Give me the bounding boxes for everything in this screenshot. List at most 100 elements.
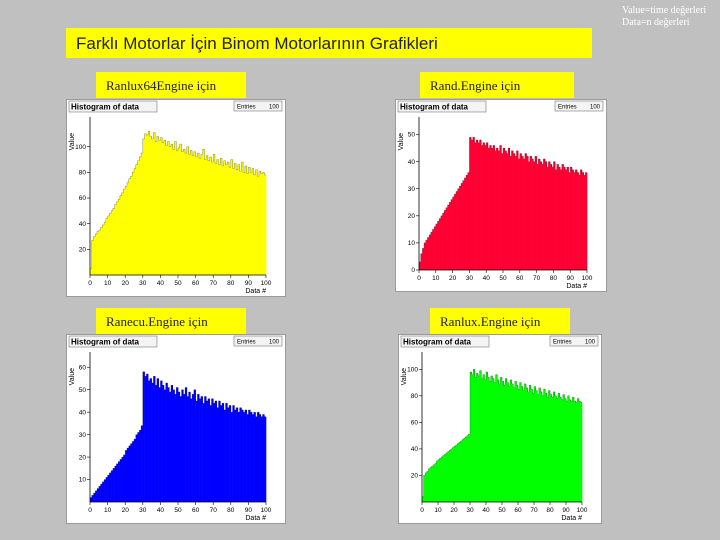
histogram-bar: [156, 378, 159, 502]
histogram-bar: [486, 142, 489, 270]
x-tick-label: 100: [261, 507, 272, 514]
histogram-bar: [257, 412, 260, 502]
histogram-bar: [565, 169, 568, 270]
x-tick-label: 100: [582, 275, 593, 282]
histogram-bar: [95, 233, 98, 275]
histogram-bar: [160, 380, 163, 502]
histogram-bar: [214, 163, 218, 275]
histogram-bar: [531, 158, 534, 270]
y-tick-label: 100: [75, 144, 86, 151]
histogram-bar: [419, 261, 421, 270]
histogram-bar: [481, 145, 484, 270]
histogram-bar: [445, 207, 448, 270]
histogram-bar: [146, 373, 149, 502]
histogram-bar: [206, 400, 209, 502]
histogram-bar: [542, 395, 544, 502]
histogram-bar: [474, 377, 477, 502]
x-axis-label: Data #: [245, 515, 266, 522]
chart-title: Histogram of data: [403, 338, 472, 347]
histogram-bar: [258, 414, 262, 502]
histogram-bar: [556, 164, 559, 270]
histogram-outline: [90, 131, 266, 269]
histogram-bar: [199, 398, 202, 502]
histogram-bar: [551, 397, 554, 502]
histogram-bar: [538, 158, 541, 270]
histogram-bar: [244, 409, 247, 502]
histogram-bar: [464, 177, 467, 270]
histogram-bar: [105, 218, 108, 275]
histogram-bar: [126, 448, 130, 502]
histogram-bar: [467, 172, 470, 270]
x-tick-label: 40: [157, 507, 165, 514]
histogram-bar: [149, 378, 152, 502]
histogram-bar: [428, 468, 431, 502]
histogram-bar: [555, 169, 558, 270]
histogram-bar: [571, 169, 574, 270]
histogram-bar: [568, 172, 571, 270]
y-tick-label: 60: [79, 364, 87, 371]
histogram-bar: [243, 412, 246, 502]
histogram-bar: [427, 237, 430, 270]
histogram-bar: [482, 374, 485, 502]
x-tick-label: 20: [122, 280, 130, 287]
histogram-bar: [553, 391, 556, 502]
chart-title-box: [397, 100, 487, 113]
histogram-bar: [506, 153, 509, 270]
histogram-bar: [550, 164, 553, 270]
x-tick-label: 0: [420, 507, 424, 514]
histogram-bar: [195, 400, 198, 502]
histogram-bar: [239, 407, 242, 502]
histogram-bar: [501, 153, 504, 270]
chart-title: Histogram of data: [71, 338, 140, 347]
x-tick-label: 0: [417, 275, 421, 282]
histogram-bar: [506, 382, 509, 502]
histogram-bar: [425, 472, 428, 502]
histogram-bar: [564, 398, 567, 502]
histogram-bar: [529, 156, 532, 270]
histogram-bar: [482, 142, 485, 270]
histogram-bar: [214, 400, 218, 502]
x-tick-label: 80: [546, 507, 554, 514]
histogram-bar: [489, 145, 492, 270]
histogram-bar: [532, 393, 535, 502]
x-axis-label: Data #: [245, 288, 266, 295]
histogram-bar: [126, 182, 130, 275]
histogram-bar: [260, 173, 263, 275]
histogram-bar: [232, 405, 235, 502]
histogram-bar: [423, 475, 426, 502]
histogram-bar: [139, 430, 142, 502]
histogram-chart: Histogram of data Entries 100 0 10 20 30 40 50 60…: [66, 99, 286, 297]
histogram-bar: [262, 172, 265, 275]
x-tick-label: 0: [88, 507, 92, 514]
histogram-bar: [435, 223, 438, 270]
histogram-bar: [576, 172, 579, 270]
histogram-bar: [90, 268, 93, 275]
histogram-bar: [461, 183, 463, 270]
x-tick-label: 70: [210, 280, 218, 287]
histogram-bar: [144, 376, 147, 502]
x-tick-label: 100: [577, 507, 588, 514]
x-tick-label: 70: [530, 507, 538, 514]
histogram-bar: [97, 488, 100, 502]
histogram-bar: [469, 137, 472, 270]
histogram-bar: [473, 369, 476, 502]
histogram-bar: [526, 156, 529, 270]
x-tick-label: 0: [88, 280, 92, 287]
histogram-bar: [476, 139, 479, 270]
histogram-bar: [167, 387, 170, 502]
histogram-bar: [91, 240, 94, 275]
histogram-bar: [178, 391, 181, 502]
histogram-bar: [204, 396, 207, 502]
histogram-bar: [455, 444, 458, 502]
legend-note: Value=time değerleri Data=n değerleri: [622, 5, 707, 28]
histogram-bar: [130, 443, 133, 502]
y-tick-label: 20: [79, 247, 87, 254]
histogram-bar: [580, 402, 583, 502]
histogram-bar: [433, 464, 436, 502]
x-tick-label: 10: [432, 275, 440, 282]
histogram-bar: [165, 145, 168, 275]
histogram-bar: [243, 172, 246, 275]
histogram-bar: [112, 468, 115, 502]
histogram-bar: [494, 150, 497, 270]
histogram-bar: [474, 142, 477, 270]
